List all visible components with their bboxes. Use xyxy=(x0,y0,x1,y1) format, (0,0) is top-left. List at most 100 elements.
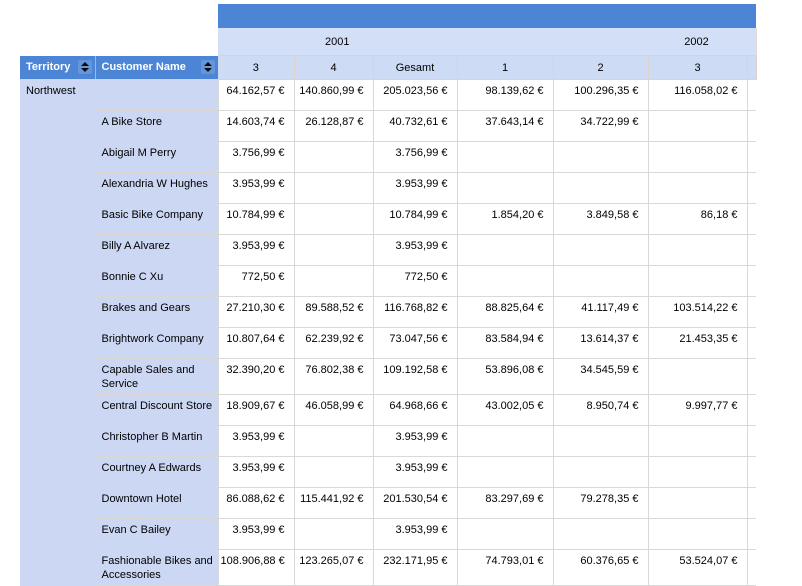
amount-cell: 74.793,01 € xyxy=(457,549,554,586)
amount-cell xyxy=(457,172,554,204)
amount-cell: 100.296,35 € xyxy=(553,79,649,111)
column-header-clipped xyxy=(747,55,757,80)
pivot-table: 2001 2002 Territory Customer Name 3 xyxy=(20,4,757,586)
amount-cell: 53.896,08 € xyxy=(457,358,554,395)
amount-cell xyxy=(294,172,374,204)
clipped-amount-cell xyxy=(747,394,756,426)
customer-name-cell: Basic Bike Company xyxy=(95,203,219,235)
amount-cell xyxy=(294,203,374,235)
amount-cell xyxy=(457,456,554,488)
amount-cell: 64.162,57 € xyxy=(218,79,295,111)
amount-cell: 115.441,92 € xyxy=(294,487,374,519)
amount-cell xyxy=(648,487,748,519)
amount-cell: 34.545,59 € xyxy=(553,358,649,395)
table-row: Brightwork Company 10.807,64 €62.239,92 €… xyxy=(20,327,756,359)
table-row: Courtney A Edwards 3.953,99 €3.953,99 € xyxy=(20,456,756,488)
amount-cell: 1.854,20 € xyxy=(457,203,554,235)
amount-cell: 79.278,35 € xyxy=(553,487,649,519)
amount-cell xyxy=(294,425,374,457)
clipped-amount-cell xyxy=(747,358,756,395)
year-group-row: 2001 2002 xyxy=(20,28,757,56)
territory-column-header[interactable]: Territory xyxy=(20,55,96,80)
amount-cell: 3.953,99 € xyxy=(373,234,458,266)
amount-cell: 89.588,52 € xyxy=(294,296,374,328)
customer-name-cell: Downtown Hotel xyxy=(95,487,219,519)
clipped-amount-cell xyxy=(747,234,756,266)
amount-cell: 10.807,64 € xyxy=(218,327,295,359)
amount-cell: 3.953,99 € xyxy=(218,172,295,204)
amount-cell: 46.058,99 € xyxy=(294,394,374,426)
customer-name-cell: Alexandria W Hughes xyxy=(95,172,219,204)
amount-cell: 8.950,74 € xyxy=(553,394,649,426)
table-row: Alexandria W Hughes 3.953,99 €3.953,99 € xyxy=(20,172,756,204)
territory-sort-button[interactable] xyxy=(77,60,92,75)
amount-cell: 3.756,99 € xyxy=(373,141,458,173)
table-row: Basic Bike Company 10.784,99 €10.784,99 €… xyxy=(20,203,756,235)
year-group-2002: 2002 xyxy=(456,28,757,56)
customer-name-cell: Brakes and Gears xyxy=(95,296,219,328)
customer-name-cell: Capable Sales and Service xyxy=(95,358,219,395)
sort-descending-icon xyxy=(204,68,212,73)
clipped-amount-cell xyxy=(747,110,756,142)
amount-cell: 37.643,14 € xyxy=(457,110,554,142)
amount-cell: 3.953,99 € xyxy=(218,456,295,488)
customer-name-cell: Brightwork Company xyxy=(95,327,219,359)
amount-cell xyxy=(648,425,748,457)
amount-cell xyxy=(553,456,649,488)
year-group-2001: 2001 xyxy=(218,28,458,56)
amount-cell: 21.453,35 € xyxy=(648,327,748,359)
amount-cell: 83.297,69 € xyxy=(457,487,554,519)
table-row: Capable Sales and Service 32.390,20 €76.8… xyxy=(20,358,756,395)
amount-cell: 13.614,37 € xyxy=(553,327,649,359)
top-band-row xyxy=(20,4,756,28)
amount-cell xyxy=(457,234,554,266)
amount-cell xyxy=(294,234,374,266)
amount-cell: 98.139,62 € xyxy=(457,79,554,111)
customer-column-header[interactable]: Customer Name xyxy=(95,55,218,80)
column-group-band xyxy=(218,4,756,28)
column-header-gesamt: Gesamt xyxy=(373,55,458,80)
amount-cell xyxy=(457,265,554,297)
amount-cell xyxy=(294,518,374,550)
column-header-month-3b: 3 xyxy=(648,55,748,80)
table-body: Northwest 64.162,57 €140.860,99 €205.023,… xyxy=(20,79,756,586)
amount-cell: 140.860,99 € xyxy=(294,79,374,111)
amount-cell: 73.047,56 € xyxy=(373,327,458,359)
amount-cell: 60.376,65 € xyxy=(553,549,649,586)
clipped-amount-cell xyxy=(747,203,756,235)
amount-cell xyxy=(294,456,374,488)
customer-sort-button[interactable] xyxy=(201,60,215,75)
amount-cell xyxy=(553,518,649,550)
matrix-report: 2001 2002 Territory Customer Name 3 xyxy=(20,4,757,586)
amount-cell: 3.953,99 € xyxy=(373,172,458,204)
amount-cell xyxy=(553,141,649,173)
sort-ascending-icon xyxy=(204,62,212,67)
amount-cell xyxy=(294,141,374,173)
clipped-amount-cell xyxy=(747,425,756,457)
amount-cell: 14.603,74 € xyxy=(218,110,295,142)
table-row: Evan C Bailey 3.953,99 €3.953,99 € xyxy=(20,518,756,550)
clipped-amount-cell xyxy=(747,487,756,519)
customer-name-cell: Christopher B Martin xyxy=(95,425,219,457)
amount-cell: 3.849,58 € xyxy=(553,203,649,235)
amount-cell xyxy=(553,425,649,457)
amount-cell xyxy=(648,234,748,266)
customer-name-cell: Billy A Alvarez xyxy=(95,234,219,266)
table-row: Brakes and Gears 27.210,30 €89.588,52 €11… xyxy=(20,296,756,328)
column-header-month-3: 3 xyxy=(218,55,295,80)
table-row: Central Discount Store 18.909,67 €46.058,… xyxy=(20,394,756,426)
amount-cell: 3.756,99 € xyxy=(218,141,295,173)
customer-name-cell: A Bike Store xyxy=(95,110,219,142)
amount-cell: 205.023,56 € xyxy=(373,79,458,111)
table-row: Northwest 64.162,57 €140.860,99 €205.023,… xyxy=(20,79,756,586)
amount-cell: 86.088,62 € xyxy=(218,487,295,519)
amount-cell: 201.530,54 € xyxy=(373,487,458,519)
amount-cell: 18.909,67 € xyxy=(218,394,295,426)
amount-cell: 10.784,99 € xyxy=(373,203,458,235)
corner-spacer xyxy=(20,28,218,56)
table-row: A Bike Store 14.603,74 €26.128,87 €40.732… xyxy=(20,110,756,142)
territory-cell: Northwest xyxy=(20,79,96,586)
amount-cell: 86,18 € xyxy=(648,203,748,235)
amount-cell xyxy=(648,172,748,204)
clipped-amount-cell xyxy=(747,549,756,586)
